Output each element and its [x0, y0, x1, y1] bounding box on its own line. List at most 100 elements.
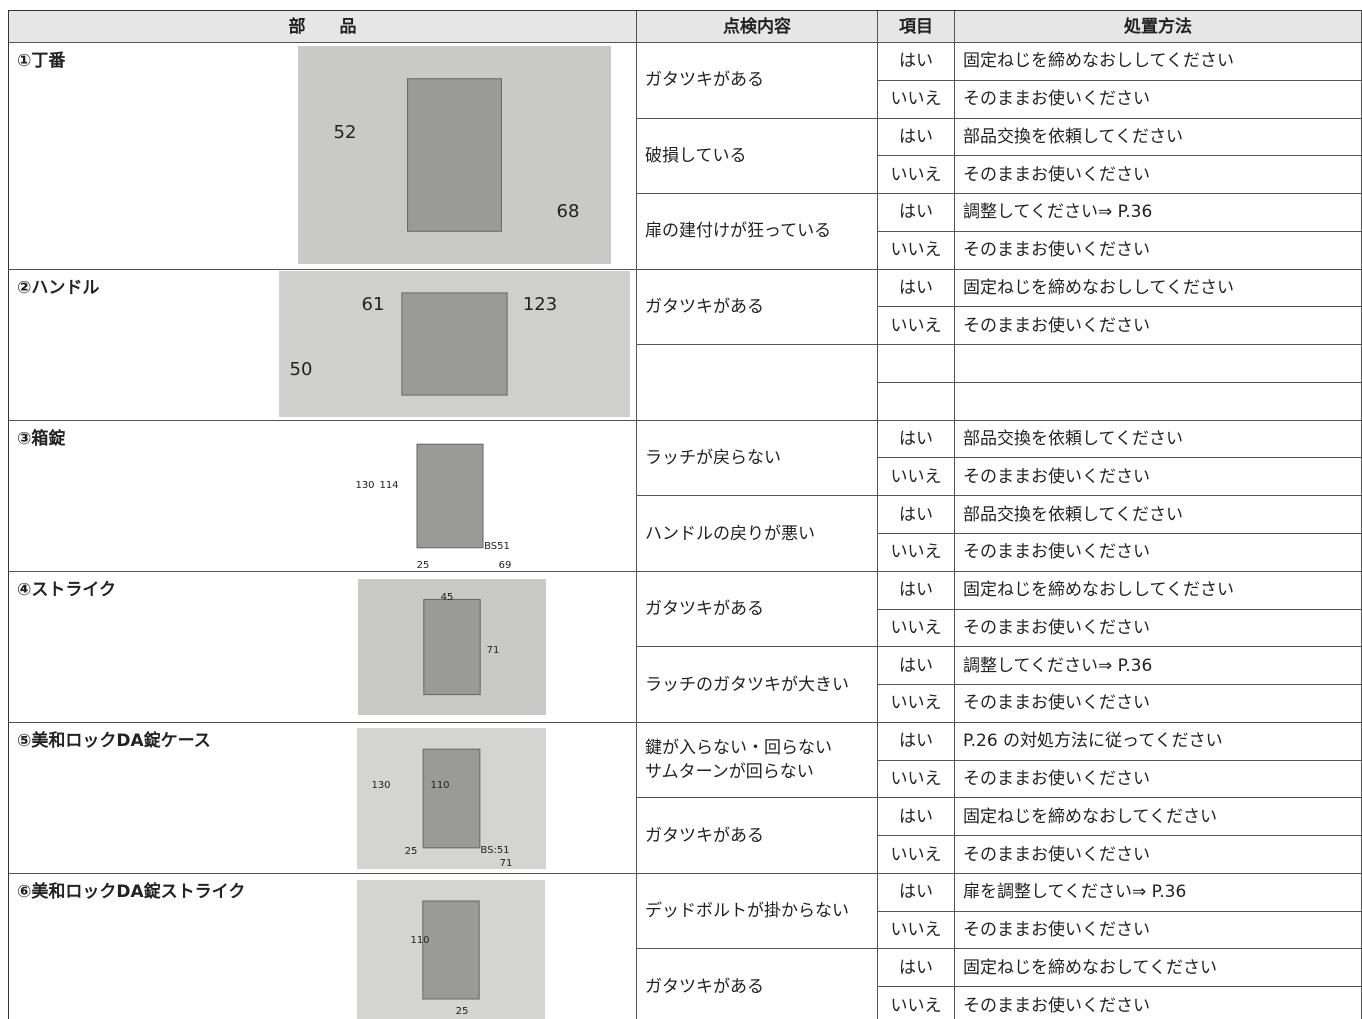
hardware	[423, 598, 481, 696]
dimension-label: 130	[355, 480, 374, 491]
part-name: ④ストライク	[8, 571, 637, 723]
dimension-label: BS:51	[480, 845, 509, 856]
item-cell: はい	[878, 194, 955, 232]
empty-cell	[955, 345, 1362, 383]
empty-cell	[637, 345, 878, 421]
part-image: 110 25	[357, 880, 545, 1019]
dimension-label: 45	[441, 592, 454, 603]
part-name: ①丁番	[8, 43, 637, 270]
part-image: 130 114 25 BS51 69	[340, 422, 560, 571]
item-cell: いいえ	[878, 609, 955, 648]
header-cell: 処置方法	[955, 10, 1362, 43]
dimension-label: 71	[500, 858, 513, 869]
dimension-label: BS51	[484, 541, 510, 552]
item-cell: いいえ	[878, 231, 955, 270]
dimension-label: 25	[405, 846, 418, 857]
item-cell: いいえ	[878, 307, 955, 346]
action-cell: そのままお使いください	[955, 307, 1362, 346]
action-cell: そのままお使いください	[955, 534, 1362, 572]
action-cell: 部品交換を依頼してください	[955, 118, 1362, 157]
check-text: 破損している	[637, 118, 878, 195]
action-cell: そのままお使いください	[955, 609, 1362, 648]
empty-cell	[878, 345, 955, 383]
check-text: ガタツキがある	[637, 269, 878, 346]
part-image: 61 123 50	[279, 271, 630, 417]
dimension-label: 68	[557, 201, 580, 222]
action-cell: そのままお使いください	[955, 911, 1362, 950]
check-text: ガタツキがある	[637, 43, 878, 119]
action-cell: そのままお使いください	[955, 836, 1362, 874]
item-cell: いいえ	[878, 836, 955, 874]
check-text: デッドボルトが掛からない	[637, 873, 878, 950]
dimension-label: 61	[362, 294, 385, 315]
action-cell: そのままお使いください	[955, 685, 1362, 723]
part-image: 130 110 25 BS:51 71	[357, 728, 546, 869]
action-cell: そのままお使いください	[955, 156, 1362, 195]
dimension-label: 25	[456, 1006, 469, 1017]
dimension-label: 50	[290, 359, 313, 380]
item-cell: いいえ	[878, 458, 955, 497]
header-cell: 項目	[878, 10, 955, 43]
empty-cell	[955, 382, 1362, 421]
action-cell: 固定ねじを締めなおしてください	[955, 798, 1362, 837]
action-cell: 部品交換を依頼してください	[955, 496, 1362, 534]
dimension-label: 71	[487, 645, 500, 656]
action-cell: そのままお使いください	[955, 458, 1362, 497]
item-cell: はい	[878, 873, 955, 912]
header-cell: 点検内容	[637, 10, 878, 43]
dimension-label: 69	[499, 560, 512, 571]
empty-cell	[878, 382, 955, 421]
item-cell: いいえ	[878, 80, 955, 119]
item-cell: いいえ	[878, 156, 955, 195]
part-name: ③箱錠	[8, 420, 637, 572]
item-cell: いいえ	[878, 911, 955, 950]
check-text: ラッチが戻らない	[637, 420, 878, 497]
action-cell: P.26 の対処方法に従ってください	[955, 722, 1362, 761]
item-cell: はい	[878, 647, 955, 686]
item-cell: はい	[878, 949, 955, 988]
item-cell: はい	[878, 798, 955, 837]
check-text: 扉の建付けが狂っている	[637, 194, 878, 270]
action-cell: 固定ねじを締めなおししてください	[955, 571, 1362, 610]
hardware	[416, 443, 484, 549]
part-image: 45 71	[358, 579, 546, 715]
item-cell: いいえ	[878, 987, 955, 1019]
item-cell: はい	[878, 496, 955, 534]
item-cell: はい	[878, 269, 955, 308]
item-cell: はい	[878, 722, 955, 761]
action-cell: 固定ねじを締めなおししてください	[955, 269, 1362, 308]
part-image: 52 68	[298, 46, 611, 264]
action-cell: 扉を調整してください⇒ P.36	[955, 873, 1362, 912]
action-cell: そのままお使いください	[955, 231, 1362, 270]
action-cell: 調整してください⇒ P.36	[955, 194, 1362, 232]
action-cell: そのままお使いください	[955, 987, 1362, 1019]
hardware	[401, 292, 508, 396]
action-cell: 部品交換を依頼してください	[955, 420, 1362, 459]
dimension-label: 52	[334, 122, 357, 143]
hardware	[407, 78, 502, 232]
part-name: ⑤美和ロックDA錠ケース	[8, 722, 637, 874]
part-name: ②ハンドル	[8, 269, 637, 421]
item-cell: いいえ	[878, 685, 955, 723]
item-cell: いいえ	[878, 760, 955, 799]
dimension-label: 110	[410, 935, 429, 946]
action-cell: そのままお使いください	[955, 760, 1362, 799]
dimension-label: 123	[523, 294, 557, 315]
check-text: ガタツキがある	[637, 949, 878, 1019]
action-cell: そのままお使いください	[955, 80, 1362, 119]
check-text: ハンドルの戻りが悪い	[637, 496, 878, 572]
dimension-label: 114	[379, 480, 398, 491]
item-cell: はい	[878, 43, 955, 81]
check-text: ガタツキがある	[637, 571, 878, 648]
check-text: 鍵が入らない・回らない サムターンが回らない	[637, 722, 878, 799]
dimension-label: 25	[417, 560, 430, 571]
item-cell: はい	[878, 420, 955, 459]
check-text: ラッチのガタツキが大きい	[637, 647, 878, 723]
item-cell: いいえ	[878, 534, 955, 572]
action-cell: 固定ねじを締めなおしてください	[955, 949, 1362, 988]
check-text: ガタツキがある	[637, 798, 878, 874]
item-cell: はい	[878, 118, 955, 157]
action-cell: 調整してください⇒ P.36	[955, 647, 1362, 686]
header-cell: 部 品	[8, 10, 637, 43]
